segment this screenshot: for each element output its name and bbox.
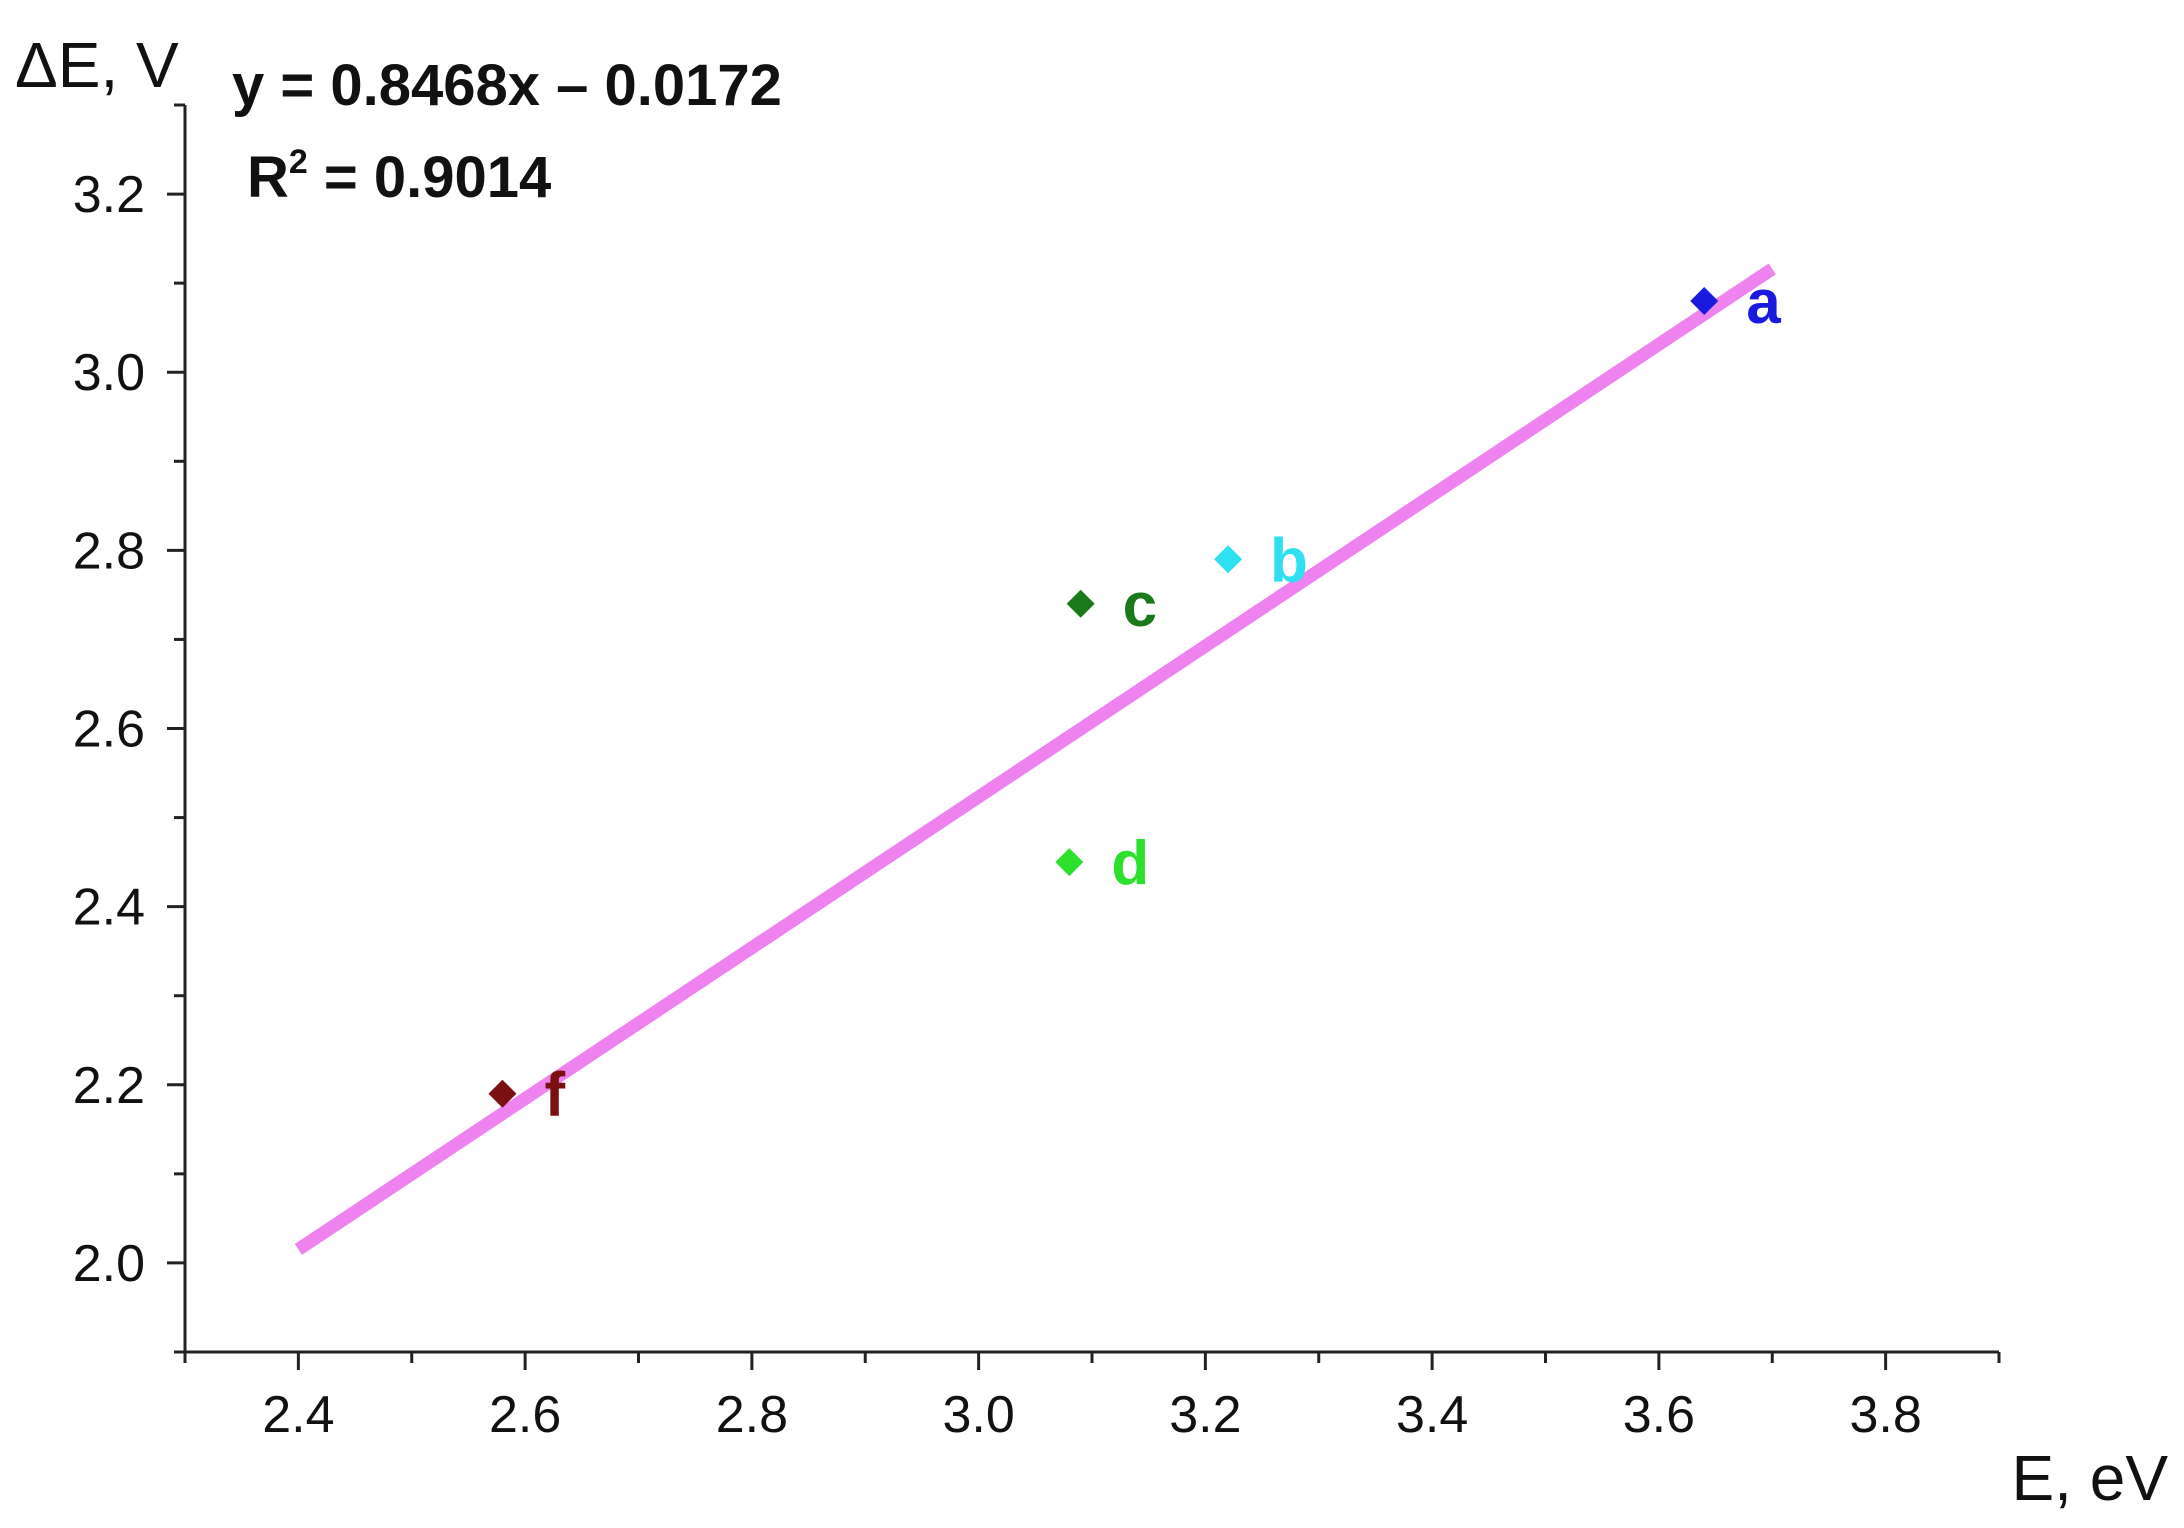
y-tick-label: 2.6 <box>73 701 145 759</box>
point-label-d: d <box>1111 829 1149 898</box>
x-tick-label: 3.4 <box>1396 1386 1468 1444</box>
point-label-b: b <box>1270 526 1308 595</box>
r-squared: R2 = 0.9014 <box>247 143 551 210</box>
tick-labels: 2.4 2.6 2.8 3.0 3.2 3.4 3.6 3.8 2.0 2.2 2.4 2.6 2.8 3… <box>73 166 1922 1444</box>
r-squared-value: = 0.9014 <box>308 145 552 210</box>
y-tick-label: 3.2 <box>73 166 145 224</box>
y-tick-label: 2.4 <box>73 879 145 937</box>
fit-line <box>294 263 1776 1255</box>
x-tick-label: 3.8 <box>1849 1386 1921 1444</box>
x-tick-label: 3.6 <box>1623 1386 1695 1444</box>
data-point-a <box>1690 286 1719 315</box>
data-point-b <box>1214 545 1243 574</box>
data-point-d <box>1055 848 1084 877</box>
x-axis-title: E, eV <box>2011 1442 2168 1514</box>
x-tick-label: 2.8 <box>716 1386 788 1444</box>
y-axis-title: ΔE, V <box>15 29 179 101</box>
x-tick-label: 3.0 <box>942 1386 1014 1444</box>
fit-layer <box>294 263 1776 1255</box>
point-label-a: a <box>1746 268 1781 337</box>
point-label-f: f <box>544 1061 565 1130</box>
y-tick-label: 3.0 <box>73 344 145 402</box>
r-squared-prefix: R <box>247 145 289 210</box>
points-layer: a b c d f <box>488 268 1781 1130</box>
ticks <box>167 103 2001 1370</box>
y-tick-label: 2.0 <box>73 1235 145 1293</box>
x-tick-label: 2.6 <box>489 1386 561 1444</box>
y-tick-label: 2.8 <box>73 522 145 580</box>
data-point-c <box>1066 589 1095 618</box>
y-tick-label: 2.2 <box>73 1057 145 1115</box>
x-tick-label: 3.2 <box>1169 1386 1241 1444</box>
r-squared-superscript: 2 <box>289 143 308 181</box>
point-label-c: c <box>1123 571 1157 640</box>
x-tick-label: 2.4 <box>262 1386 334 1444</box>
fit-equation: y = 0.8468x – 0.0172 <box>232 53 782 118</box>
data-point-f <box>488 1079 517 1108</box>
